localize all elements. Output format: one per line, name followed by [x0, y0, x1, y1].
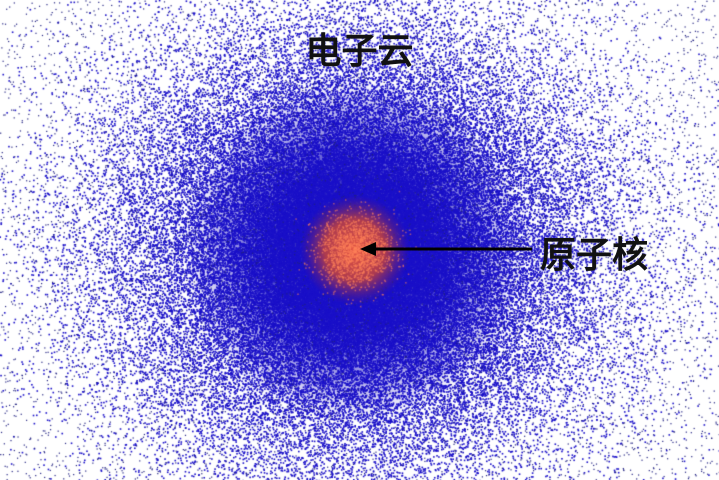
nucleus-label: 原子核	[540, 235, 649, 276]
diagram-title: 电子云	[305, 31, 414, 72]
